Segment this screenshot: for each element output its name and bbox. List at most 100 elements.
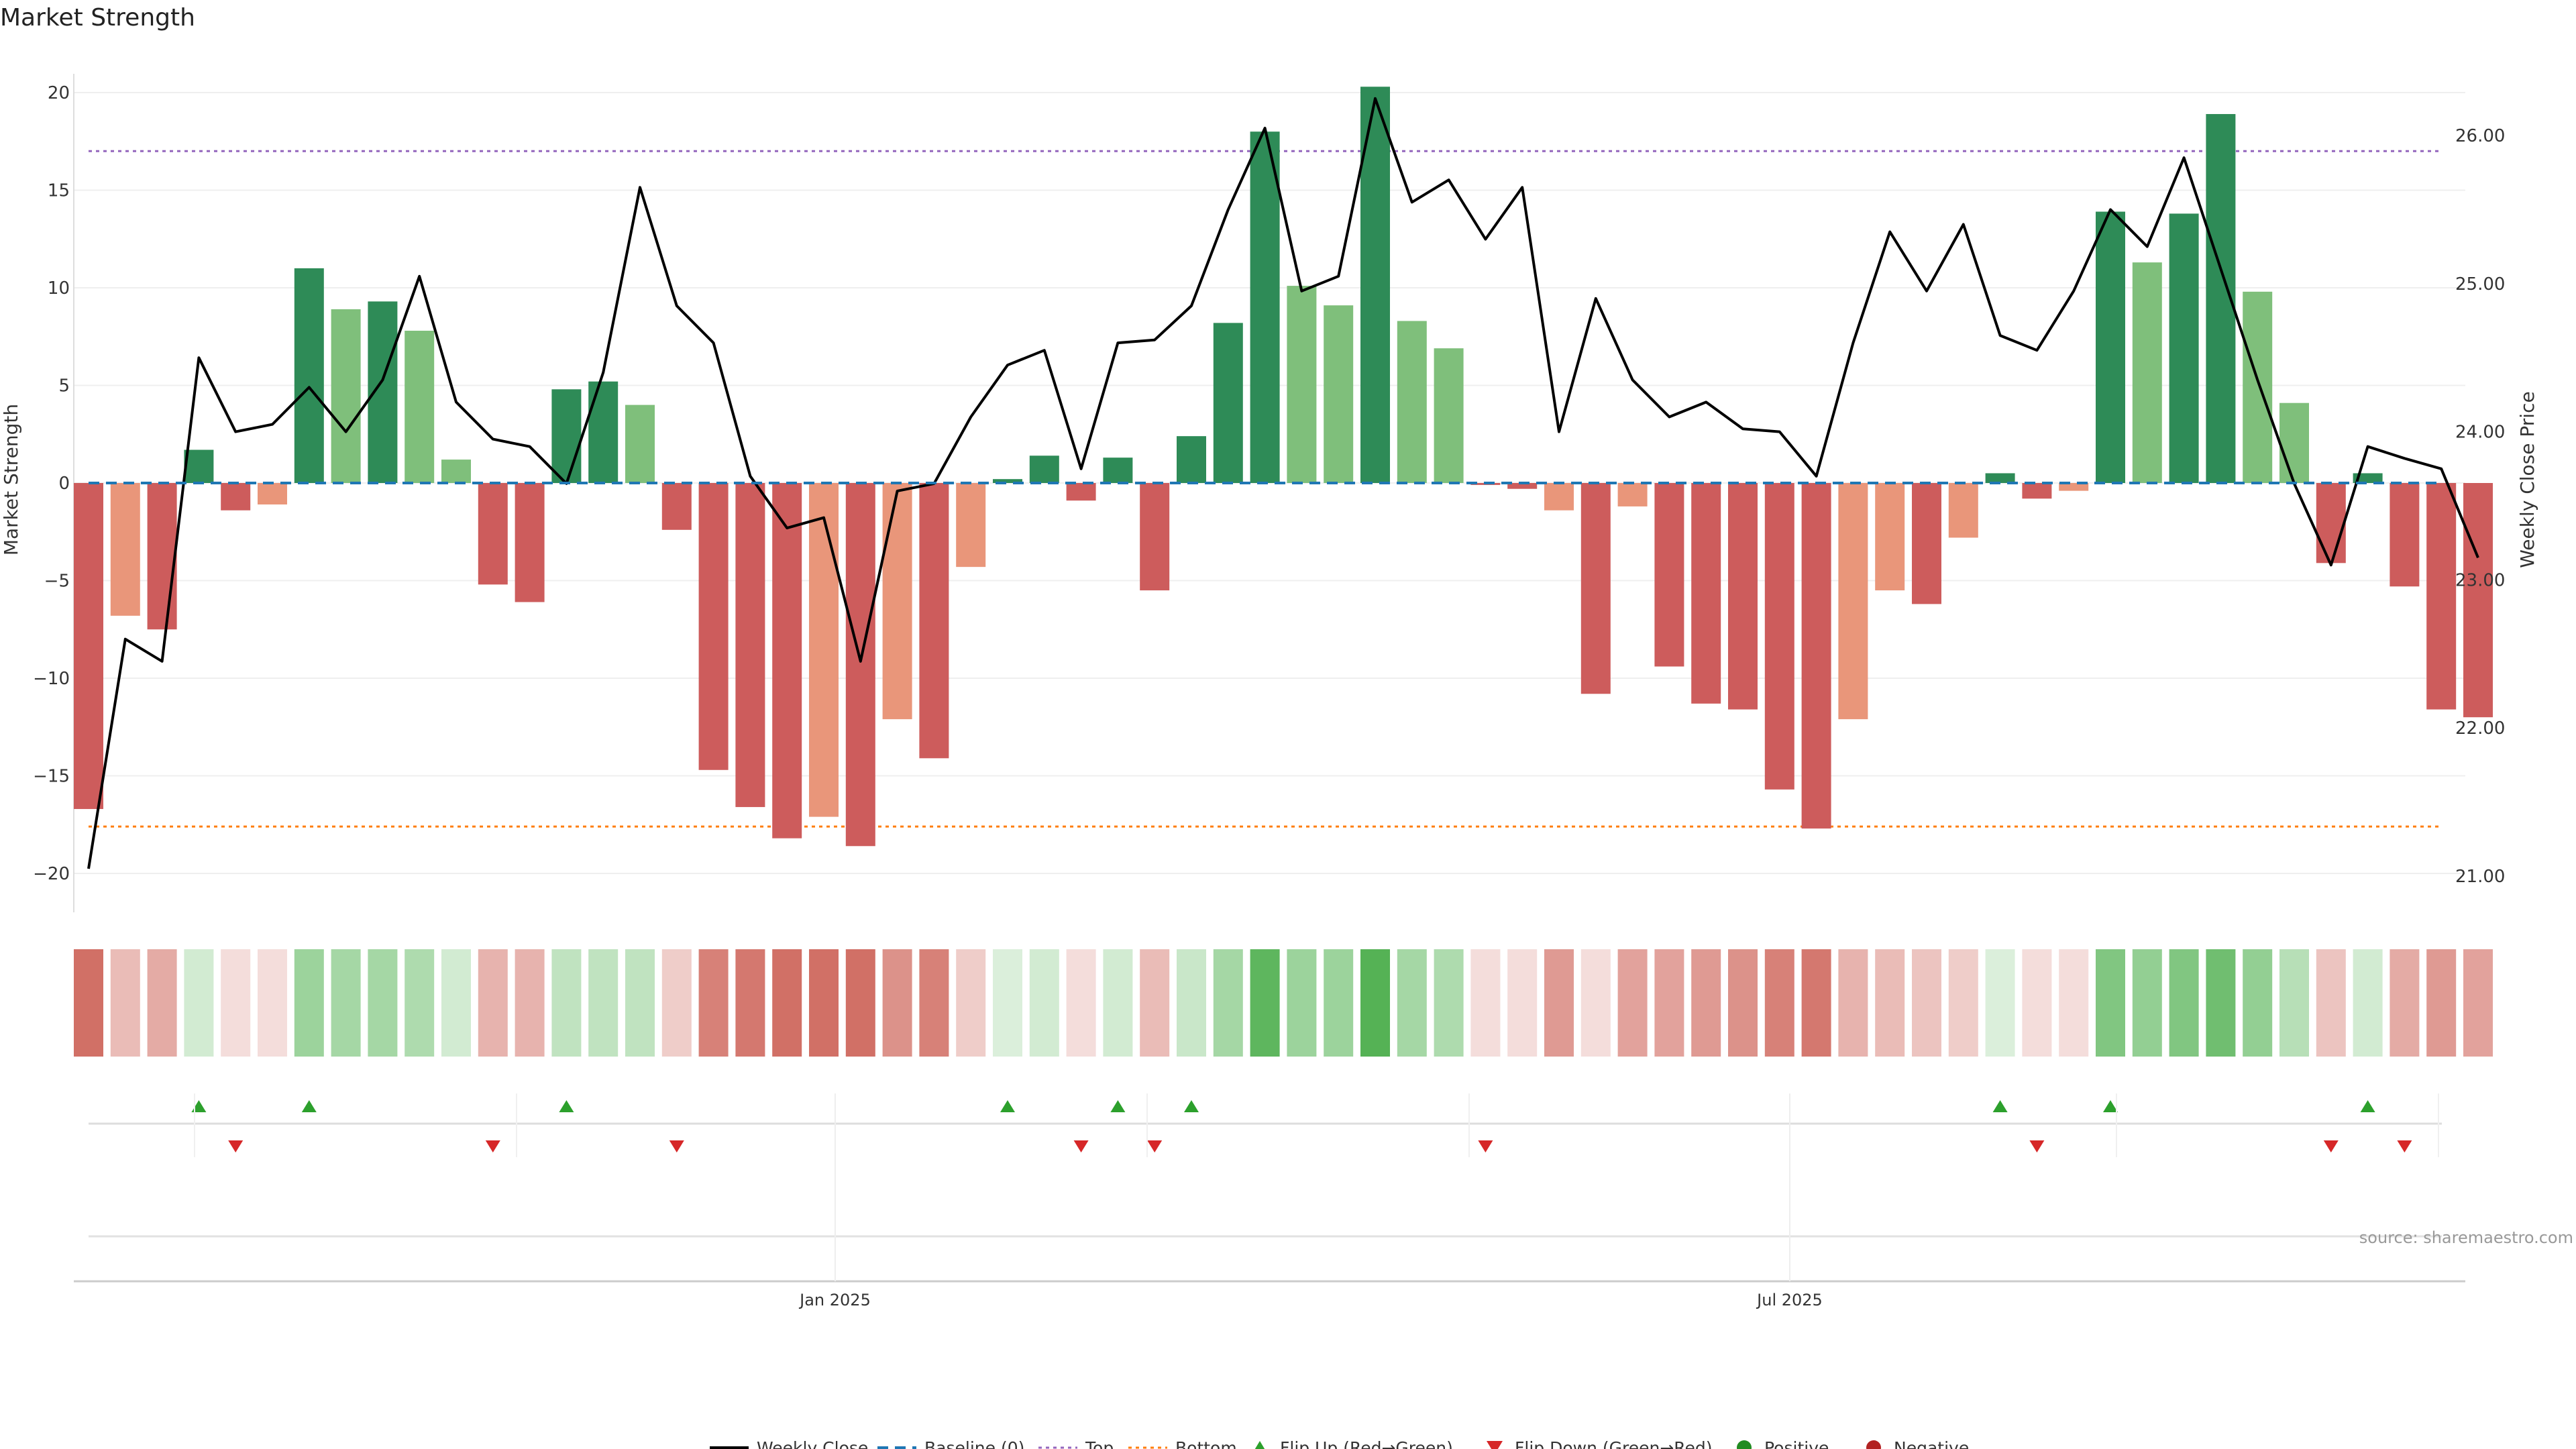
legend-label-flip-down: Flip Down (Green→Red) [1515,1438,1713,1449]
y-right-tick-label: 25.00 [2455,274,2505,294]
strength-bar [1948,483,1978,538]
strength-bar [2059,483,2089,491]
flip-down-marker [2323,1140,2339,1152]
strength-bar [1617,483,1648,506]
strength-bar [1360,87,1390,483]
heat-cell [405,949,435,1057]
heat-cell [2169,949,2199,1057]
legend-label-negative: Negative [1894,1438,1969,1449]
y-right-tick-label: 21.00 [2455,867,2505,887]
strength-bar [74,483,103,809]
heat-cell [1985,949,2015,1057]
legend-label-positive: Positive [1764,1438,1829,1449]
heat-strip [74,949,2493,1057]
left-axis-label: Market Strength [0,404,22,555]
x-tick-jan-2025: Jan 2025 [798,1291,871,1309]
heat-cell [1213,949,1243,1057]
strength-bar [1507,483,1538,489]
strength-bar [1985,473,2015,483]
legend-swatch-negative [1866,1440,1881,1449]
strength-bar [258,483,287,505]
flip-down-marker [228,1140,244,1152]
heat-cell [1066,949,1096,1057]
flip-down-marker [2029,1140,2045,1152]
strength-bar [698,483,729,770]
y-right-tick-label: 24.00 [2455,423,2505,443]
legend-swatch-flip-up [1254,1441,1265,1449]
bottom-panel: Jan 2025 Jul 2025 source: sharemaestro.c… [74,1093,2573,1309]
heat-cell [551,949,582,1057]
strength-bar [1397,321,1427,483]
heat-cell [1360,949,1390,1057]
y-left-tick-label: 5 [58,376,70,396]
legend-swatch-positive [1737,1440,1752,1449]
flip-up-marker [2360,1100,2375,1112]
heat-cell [2059,949,2089,1057]
strength-bar [2426,483,2457,710]
legend-label-bottom: Bottom [1175,1438,1237,1449]
strength-bar [1066,483,1096,501]
heat-cell [698,949,729,1057]
strength-bar [1177,436,1206,483]
y-left-tick-label: 15 [48,181,70,201]
heat-cell [478,949,508,1057]
y-left-tick-label: 0 [58,474,70,494]
strength-bar [1434,348,1464,483]
flip-down-marker [669,1140,684,1152]
strength-bar [1287,286,1317,483]
heat-cell [1948,949,1978,1057]
strength-bar [1728,483,1758,710]
strength-bar [2279,402,2309,483]
heat-cell [515,949,545,1057]
y-left-tick-label: −15 [33,767,70,787]
x-tick-jul-2025: Jul 2025 [1756,1291,1823,1309]
heat-cell [1912,949,1941,1057]
heat-cell [1507,949,1538,1057]
strength-bar [956,483,986,568]
legend-swatch-flip-down [1487,1441,1503,1449]
flip-up-marker [301,1100,317,1112]
flip-down-marker [485,1140,500,1152]
heat-cell [956,949,986,1057]
heat-cell [661,949,692,1057]
heat-cell [2279,949,2309,1057]
strength-bar [110,483,140,616]
heat-cell [1580,949,1611,1057]
heat-cell [1654,949,1684,1057]
heat-cell [2463,949,2493,1057]
heat-cell [809,949,839,1057]
strength-bar [809,483,839,817]
heat-cell [1250,949,1280,1057]
strength-bar [882,483,912,720]
strength-bar [1838,483,1868,720]
strength-bar [1029,455,1059,483]
heat-cell [1875,949,1905,1057]
heat-cell [588,949,619,1057]
strength-bar [661,483,692,530]
strength-bar [2169,213,2199,483]
heat-cell [331,949,361,1057]
heat-cell [1287,949,1317,1057]
heat-cell [1397,949,1427,1057]
heat-cell [2206,949,2236,1057]
strength-bar [1764,483,1794,790]
heat-cell [1140,949,1170,1057]
flip-up-marker [1110,1100,1126,1112]
legend-label-baseline: Baseline (0) [924,1438,1024,1449]
heat-cell [1728,949,1758,1057]
heat-cell [2022,949,2052,1057]
strength-bar [772,483,802,839]
y-left-tick-label: −5 [44,572,70,592]
strength-bar [735,483,765,808]
strength-bar [478,483,508,585]
heat-cell [882,949,912,1057]
chart-title: Market Strength [0,4,195,32]
strength-bar [147,483,177,630]
strength-bar [919,483,949,759]
y-left-tick-label: −10 [33,669,70,689]
strength-bar [1912,483,1941,604]
heat-cell [1177,949,1206,1057]
heat-cell [845,949,875,1057]
